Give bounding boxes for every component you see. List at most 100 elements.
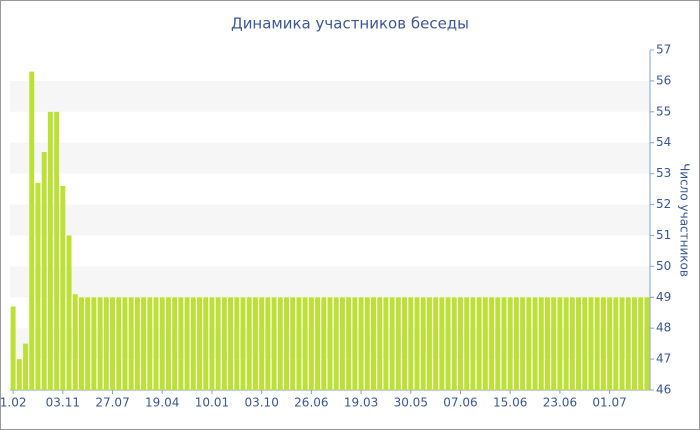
x-tick-label: 03.11 [46,396,80,410]
x-tick-label: 30.05 [394,396,428,410]
bar [538,297,544,390]
x-tick-label: 07.06 [443,396,477,410]
bar [576,297,582,390]
bar [383,297,389,390]
y-tick-label: 53 [656,166,671,180]
grid-band [10,266,650,298]
x-tick-label: 23.06 [543,396,577,410]
bar [569,297,575,390]
bar [16,359,22,390]
bar [482,297,488,390]
bar [159,297,165,390]
bar [197,297,202,390]
bar [103,297,109,390]
bar [644,297,650,390]
bar [352,297,358,390]
bar [66,235,72,390]
bar [23,343,29,390]
bar [507,297,513,390]
bar [203,297,209,390]
bar [265,297,271,390]
bar [526,297,532,390]
x-tick-label: 19.03 [344,396,378,410]
bar [315,297,321,390]
grid-band [10,204,650,236]
y-axis-title: Число участников [678,163,692,277]
bar [420,297,426,390]
y-tick-label: 57 [656,43,671,57]
bar [625,297,631,390]
bar [165,297,171,390]
bar [364,297,370,390]
bar [221,297,227,390]
bar [426,297,432,390]
bar [228,297,234,390]
x-tick-label: 10.01 [195,396,229,410]
bar [439,297,445,390]
bar [408,297,414,390]
x-tick-label: 01.07 [592,396,626,410]
bar [190,297,196,390]
bar [327,297,333,390]
bar [290,297,296,390]
bar [631,297,637,390]
bar [60,186,66,390]
y-tick-label: 55 [656,104,671,118]
bar [184,297,190,390]
bar [445,297,451,390]
bar [513,297,519,390]
bar [470,297,476,390]
bar [371,297,376,390]
bar [402,297,408,390]
chart-title: Динамика участников беседы [231,15,469,33]
bar [277,297,283,390]
bar [141,297,147,390]
bar [544,297,550,390]
bar [501,297,507,390]
bar [339,297,345,390]
bar [557,297,563,390]
bar [252,297,258,390]
bar [346,297,352,390]
bar [134,297,140,390]
bar [271,297,277,390]
bar [321,297,327,390]
y-tick-label: 56 [656,73,671,87]
y-tick-label: 49 [656,290,671,304]
y-tick-label: 47 [656,352,671,366]
bar [91,297,97,390]
y-tick-label: 54 [656,135,671,149]
bar [41,152,47,390]
bar [451,297,457,390]
bar [476,297,482,390]
bar [85,297,91,390]
bar [147,297,153,390]
x-tick-label: 19.04 [145,396,179,410]
bar [72,294,78,390]
bar [464,297,470,390]
bar [78,297,84,390]
bar [638,297,644,390]
bar [433,297,439,390]
bar [563,297,569,390]
bar [495,297,501,390]
grid-band [10,142,650,174]
x-tick-label: 03.10 [244,396,278,410]
bar [594,297,600,390]
x-tick-label: 1.02 [0,396,26,410]
bar [116,297,122,390]
bar [47,111,53,391]
bar [600,297,606,390]
y-tick-label: 46 [656,383,671,397]
bar [302,297,308,390]
bar [333,297,339,390]
bar [607,297,613,390]
x-tick-label: 15.06 [493,396,527,410]
x-tick-label: 27.07 [95,396,129,410]
bar [389,297,395,390]
bar [458,297,463,390]
bar [178,297,184,390]
bar [613,297,619,390]
bar [551,297,557,390]
